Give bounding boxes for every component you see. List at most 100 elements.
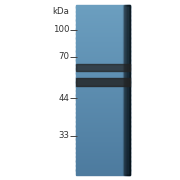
Bar (76, 157, 130, 158)
Bar (76, 80, 130, 81)
Bar (76, 162, 130, 163)
Bar (76, 108, 130, 109)
Bar (76, 72, 130, 73)
Bar (76, 87, 130, 88)
Bar (76, 114, 130, 115)
Bar (76, 63, 130, 64)
Bar (76, 54, 130, 55)
Bar (126, 5, 130, 175)
Bar (76, 99, 130, 100)
Bar (76, 81, 130, 82)
Bar (76, 136, 130, 137)
Bar (76, 151, 130, 152)
Bar (76, 128, 130, 129)
Bar (76, 51, 130, 52)
Bar (76, 62, 130, 63)
Bar (76, 63, 130, 64)
Bar (76, 67, 130, 68)
Bar (76, 30, 130, 31)
Bar (76, 155, 130, 156)
Bar (76, 152, 130, 153)
Bar (76, 68, 130, 69)
Bar (76, 64, 130, 71)
Text: kDa: kDa (52, 7, 69, 16)
Bar (76, 17, 130, 18)
Bar (76, 126, 130, 127)
Bar (76, 134, 130, 135)
Bar (76, 57, 130, 58)
Bar (76, 12, 130, 13)
Bar (76, 72, 130, 73)
Bar (76, 77, 130, 78)
Bar (128, 5, 130, 175)
Bar (76, 170, 130, 171)
Bar (76, 52, 130, 53)
Bar (76, 78, 130, 79)
Bar (76, 106, 130, 107)
Bar (76, 94, 130, 95)
Bar (76, 166, 130, 167)
Bar (76, 154, 130, 155)
Bar (76, 90, 130, 91)
Bar (76, 169, 130, 170)
Bar (76, 91, 130, 92)
Bar (76, 147, 130, 148)
Bar (76, 115, 130, 116)
Bar (129, 5, 130, 175)
Bar (76, 160, 130, 161)
Bar (76, 42, 130, 43)
Bar (76, 44, 130, 45)
Bar (76, 138, 130, 139)
Bar (125, 5, 130, 175)
Bar (76, 43, 130, 44)
Bar (76, 36, 130, 37)
Bar (76, 118, 130, 119)
Bar (76, 71, 130, 72)
Bar (76, 160, 130, 161)
Bar (76, 158, 130, 159)
Bar (76, 104, 130, 105)
Bar (76, 7, 130, 8)
Bar (76, 31, 130, 32)
Bar (76, 58, 130, 59)
Text: 70: 70 (58, 52, 69, 61)
Bar (127, 5, 130, 175)
Bar (76, 59, 130, 60)
Bar (76, 133, 130, 134)
Bar (76, 15, 130, 16)
Bar (76, 10, 130, 11)
Bar (76, 50, 130, 51)
Bar (76, 102, 130, 103)
Bar (76, 122, 130, 123)
Bar (76, 164, 130, 165)
Text: 100: 100 (53, 25, 69, 34)
Bar (76, 61, 130, 62)
Bar (76, 53, 130, 54)
Bar (76, 135, 130, 136)
Bar (76, 18, 130, 19)
Bar (76, 139, 130, 140)
Bar (76, 121, 130, 122)
Bar (76, 79, 130, 80)
Bar (76, 33, 130, 34)
Bar (125, 5, 130, 175)
Bar (76, 14, 130, 15)
Bar (76, 51, 130, 52)
Bar (76, 73, 130, 74)
Bar (76, 173, 130, 174)
Bar (76, 95, 130, 96)
Bar (76, 56, 130, 57)
Bar (76, 161, 130, 162)
Bar (76, 159, 130, 160)
Bar (76, 100, 130, 101)
Bar (76, 152, 130, 153)
Bar (123, 5, 130, 175)
Bar (76, 41, 130, 42)
Bar (76, 112, 130, 113)
Bar (76, 131, 130, 132)
Bar (76, 59, 130, 60)
Bar (76, 142, 130, 143)
Bar (76, 166, 130, 167)
Bar (123, 5, 130, 175)
Bar (76, 134, 130, 135)
